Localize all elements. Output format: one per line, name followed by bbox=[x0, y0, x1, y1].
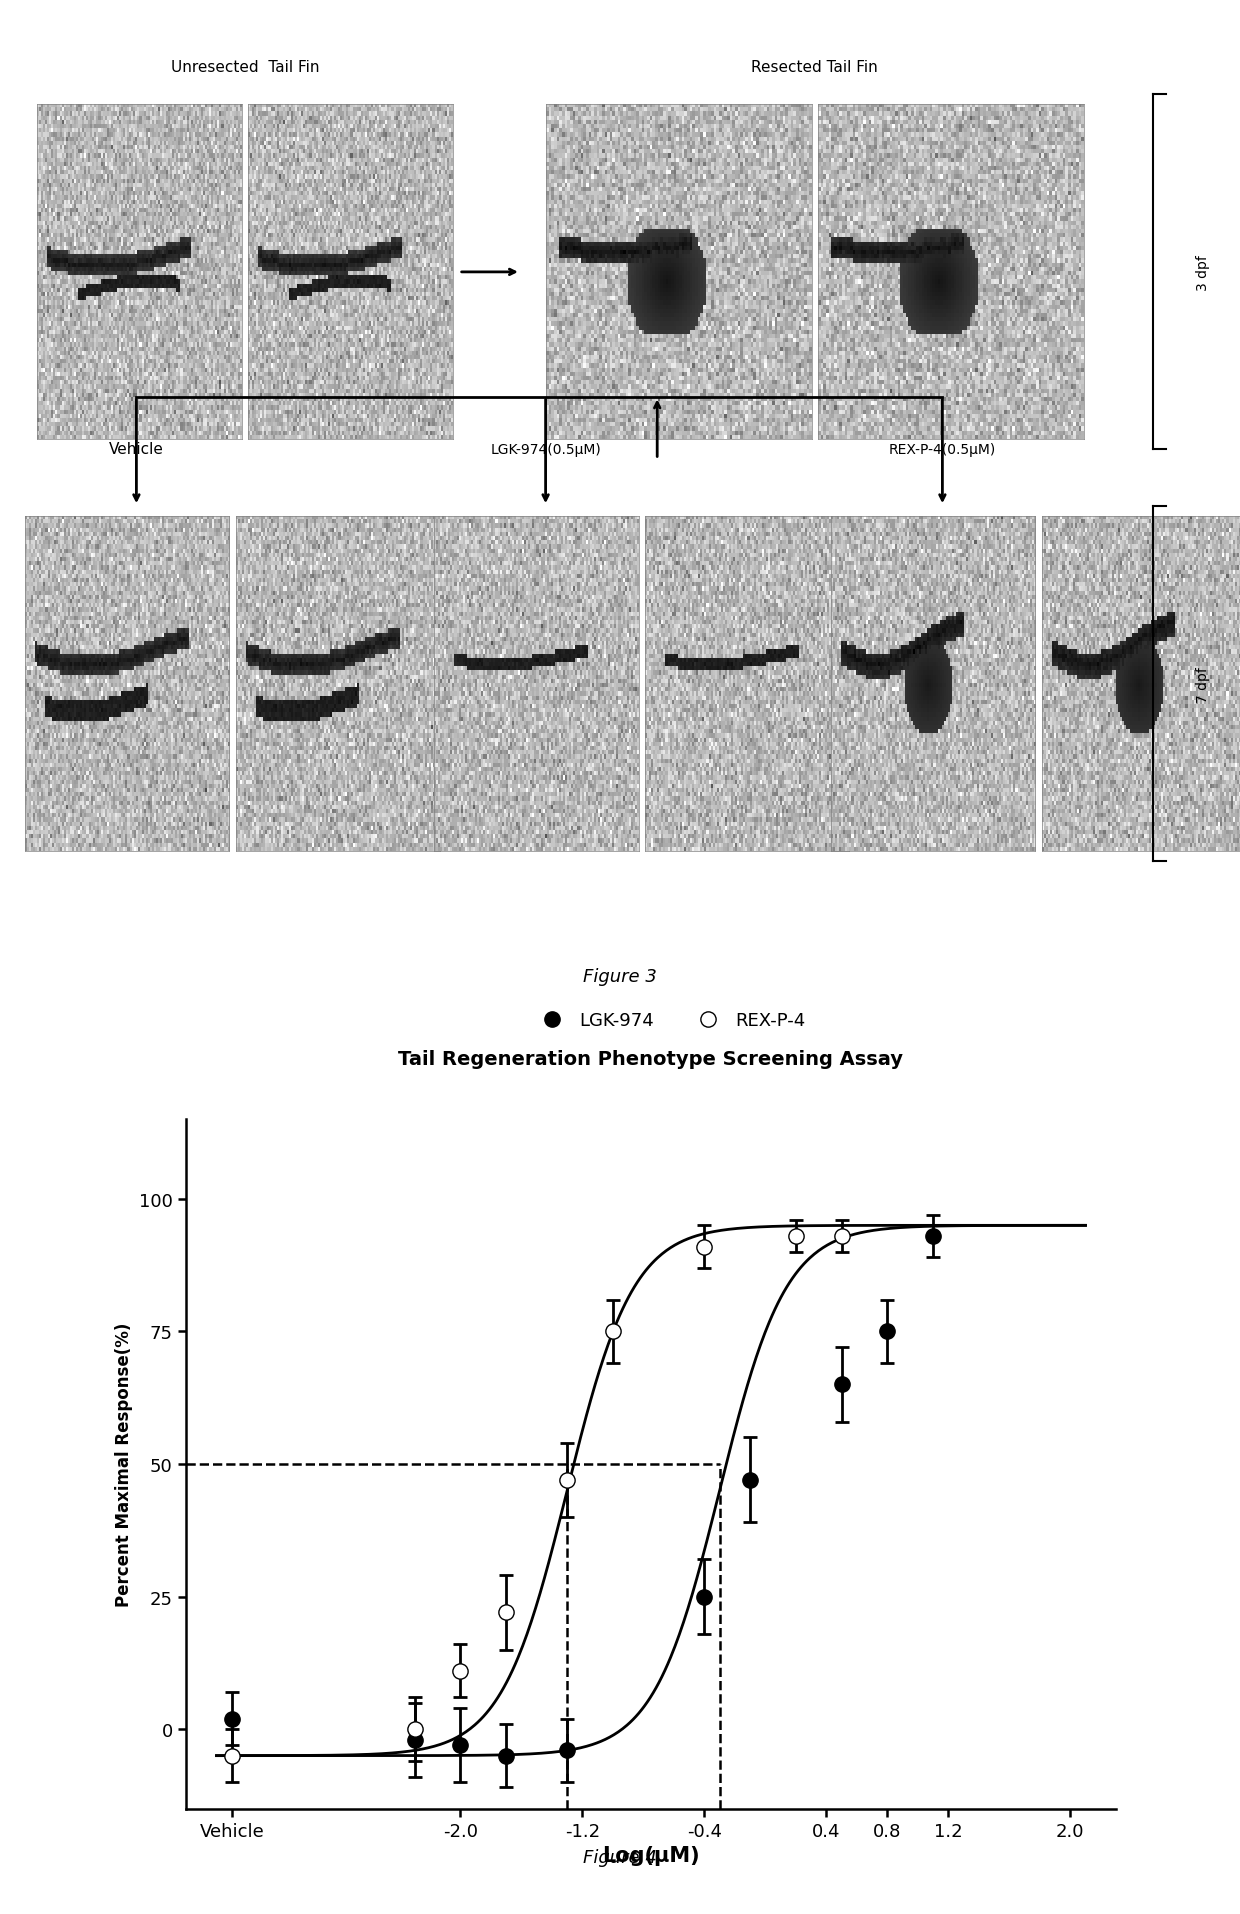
Text: Vehicle: Vehicle bbox=[109, 442, 164, 457]
Y-axis label: Percent Maximal Response(%): Percent Maximal Response(%) bbox=[115, 1323, 134, 1606]
Text: REX-P-4(0.5μM): REX-P-4(0.5μM) bbox=[889, 442, 996, 457]
Text: 3 dpf: 3 dpf bbox=[1195, 255, 1210, 291]
Text: Figure 3: Figure 3 bbox=[583, 967, 657, 986]
Text: Figure 4: Figure 4 bbox=[583, 1847, 657, 1866]
Text: LGK-974(0.5μM): LGK-974(0.5μM) bbox=[490, 442, 601, 457]
X-axis label: Log(μM): Log(μM) bbox=[603, 1845, 699, 1866]
Text: 7 dpf: 7 dpf bbox=[1195, 666, 1210, 702]
Legend: LGK-974, REX-P-4: LGK-974, REX-P-4 bbox=[527, 1005, 812, 1037]
Title: Tail Regeneration Phenotype Screening Assay: Tail Regeneration Phenotype Screening As… bbox=[398, 1049, 904, 1068]
Text: Resected Tail Fin: Resected Tail Fin bbox=[751, 61, 878, 75]
Text: Unresected  Tail Fin: Unresected Tail Fin bbox=[171, 61, 319, 75]
